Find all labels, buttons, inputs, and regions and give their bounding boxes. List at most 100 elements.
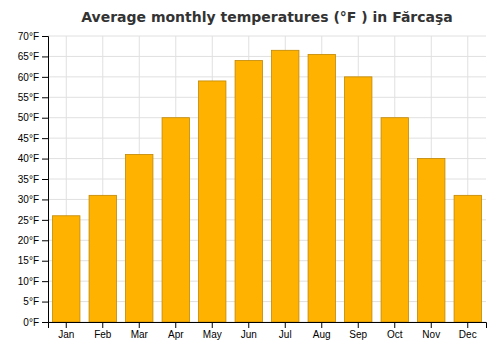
bar: [418, 159, 445, 322]
y-tick-mark: [42, 281, 48, 282]
bar: [381, 118, 408, 322]
x-tick-mark: [175, 322, 176, 328]
x-tick-mark: [285, 322, 286, 328]
x-tick-mark: [431, 322, 432, 328]
y-axis: 0°F 5°F 10°F 15°F 20°F 25°F 30°F 35°F 40°F 45°F 50…: [18, 31, 49, 328]
bar: [126, 154, 153, 322]
x-tick: Jun: [241, 322, 257, 340]
y-tick: 35°F: [18, 174, 48, 185]
x-tick-label: Nov: [422, 329, 440, 340]
y-tick-label: 5°F: [23, 296, 39, 307]
x-tick-label: Aug: [313, 329, 331, 340]
chart: Jan Feb Mar Apr May Jun Jul Aug Sep Oct Nov Dec 0°F 5…: [0, 0, 500, 350]
grid-line: [48, 117, 486, 118]
y-tick-mark: [42, 199, 48, 200]
x-tick-mark: [321, 322, 322, 328]
bar: [162, 118, 189, 322]
bar: [345, 77, 372, 322]
y-tick-label: 40°F: [18, 153, 39, 164]
y-tick: 5°F: [23, 296, 48, 307]
grid-line: [48, 36, 486, 37]
bar: [308, 54, 335, 322]
x-tick: Jul: [279, 322, 292, 340]
y-tick-label: 65°F: [18, 51, 39, 62]
y-tick-mark: [42, 322, 48, 323]
x-tick-mark: [467, 322, 468, 328]
x-tick-mark: [212, 322, 213, 328]
bar: [454, 195, 481, 322]
grid-line: [48, 76, 486, 77]
y-tick: 40°F: [18, 153, 48, 164]
grid-line: [48, 56, 486, 57]
y-tick-mark: [42, 56, 48, 57]
grid-line: [48, 138, 486, 139]
x-tick-label: Mar: [131, 329, 149, 340]
x-tick-mark: [248, 322, 249, 328]
bars: [53, 50, 482, 322]
y-tick-mark: [42, 240, 48, 241]
y-tick-label: 10°F: [18, 276, 39, 287]
x-tick-mark: [358, 322, 359, 328]
y-tick-mark: [42, 261, 48, 262]
x-tick: Oct: [387, 322, 403, 340]
y-tick: 50°F: [18, 112, 48, 123]
y-tick-mark: [42, 138, 48, 139]
x-tick-mark: [102, 322, 103, 328]
x-tick: Sep: [349, 322, 367, 340]
bar: [235, 61, 262, 322]
x-tick-mark: [139, 322, 140, 328]
x-tick: Nov: [422, 322, 440, 340]
x-tick-label: Apr: [168, 329, 184, 340]
x-tick-label: Feb: [94, 329, 112, 340]
plot: Jan Feb Mar Apr May Jun Jul Aug Sep Oct Nov Dec 0°F 5…: [18, 31, 487, 340]
y-tick-mark: [42, 36, 48, 37]
grid: [48, 36, 486, 322]
y-tick-mark: [42, 77, 48, 78]
y-tick: 20°F: [18, 235, 48, 246]
y-tick-label: 45°F: [18, 133, 39, 144]
x-tick: Jan: [58, 322, 74, 340]
y-tick: 65°F: [18, 51, 48, 62]
x-tick: Aug: [313, 322, 331, 340]
y-tick-mark: [42, 302, 48, 303]
x-tick: May: [203, 322, 222, 340]
grid-line: [48, 97, 486, 98]
x-tick-label: Oct: [387, 329, 403, 340]
x-tick: Apr: [168, 322, 184, 340]
y-tick: 70°F: [18, 31, 48, 42]
y-tick: 60°F: [18, 72, 48, 83]
x-tick: Dec: [459, 322, 477, 340]
bar: [199, 81, 226, 322]
x-tick-mark: [394, 322, 395, 328]
x-tick-label: Jan: [58, 329, 74, 340]
x-tick-label: Sep: [349, 329, 367, 340]
y-tick-label: 20°F: [18, 235, 39, 246]
y-tick: 55°F: [18, 92, 48, 103]
x-tick-label: May: [203, 329, 222, 340]
y-tick-label: 50°F: [18, 112, 39, 123]
y-tick: 0°F: [23, 317, 48, 328]
y-tick: 30°F: [18, 194, 48, 205]
y-axis-line: [42, 37, 49, 323]
y-tick: 45°F: [18, 133, 48, 144]
y-tick-label: 25°F: [18, 215, 39, 226]
bar: [89, 195, 116, 322]
y-tick: 15°F: [18, 255, 48, 266]
y-tick-mark: [42, 97, 48, 98]
y-tick: 25°F: [18, 215, 48, 226]
x-tick-label: Dec: [459, 329, 477, 340]
title: Average monthly temperatures (°F ) in Fă…: [81, 9, 453, 25]
x-tick: Feb: [94, 322, 112, 340]
y-tick-mark: [42, 220, 48, 221]
x-axis-line: [49, 323, 487, 329]
x-tick-mark: [66, 322, 67, 328]
y-tick-label: 55°F: [18, 92, 39, 103]
x-tick-label: Jun: [241, 329, 257, 340]
y-tick: 10°F: [18, 276, 48, 287]
y-tick-label: 70°F: [18, 31, 39, 42]
y-tick-label: 30°F: [18, 194, 39, 205]
x-tick-label: Jul: [279, 329, 292, 340]
y-tick-mark: [42, 159, 48, 160]
y-tick-label: 35°F: [18, 174, 39, 185]
y-tick-label: 60°F: [18, 72, 39, 83]
